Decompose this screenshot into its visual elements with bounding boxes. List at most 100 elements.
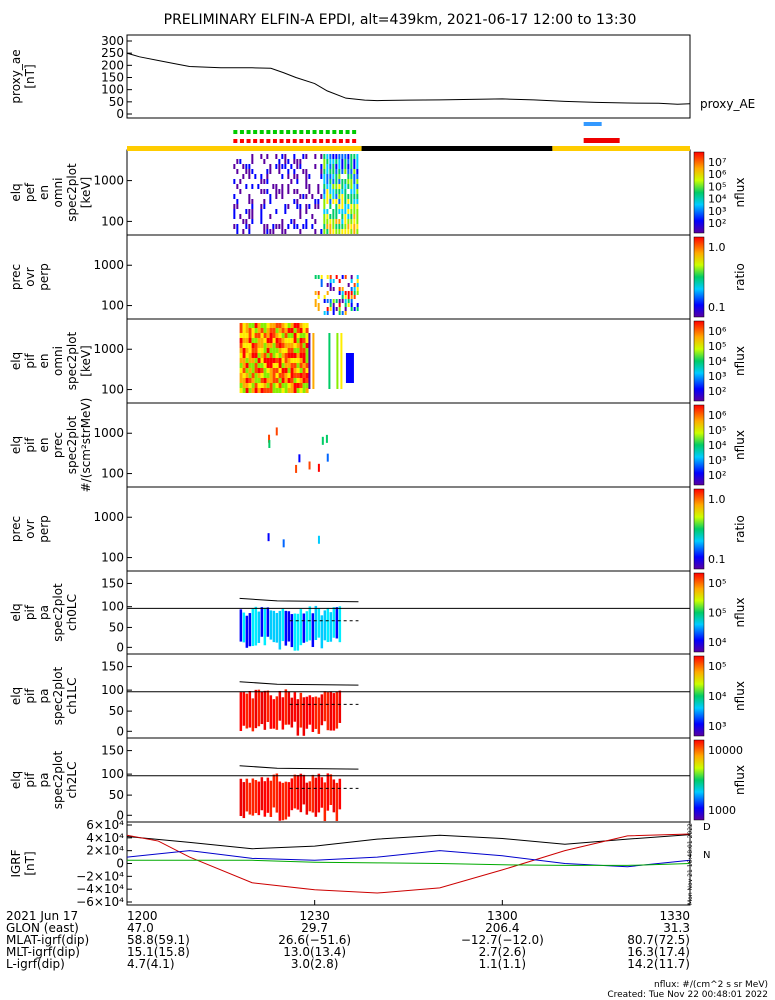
spec-cell: [332, 154, 335, 159]
colorbar-label: nflux: [733, 430, 747, 460]
spec-cell: [281, 782, 285, 821]
spec-cell: [350, 275, 353, 279]
spec-cell: [296, 333, 300, 338]
spec-cell: [266, 353, 270, 358]
spec-cell: [278, 610, 282, 650]
spectrogram-1: [233, 154, 359, 234]
spec-cell: [272, 323, 276, 328]
spec-cell: [338, 204, 341, 209]
spec-cell: [248, 383, 252, 388]
spec-cell: [242, 358, 246, 363]
spec-cell: [242, 348, 246, 353]
spec-cell: [257, 383, 261, 388]
spec-cell: [269, 383, 273, 388]
spec-cell: [278, 363, 282, 368]
spec-cell: [266, 383, 270, 388]
spec-cell: [317, 275, 320, 279]
spec-cell: [321, 436, 324, 445]
panel-frame-7: [126, 653, 691, 739]
spec-cell: [356, 291, 359, 295]
spec-cell: [317, 608, 321, 638]
spec-cell: [248, 229, 251, 234]
spec-cell: [332, 189, 335, 194]
spec-cell: [311, 224, 314, 229]
spec-cell: [326, 229, 329, 234]
spec-cell: [305, 169, 308, 174]
ytick-label: 0: [116, 808, 124, 822]
colorbar-tick: 10⁴: [708, 355, 727, 368]
spec-cell: [350, 174, 353, 179]
science-dot: [325, 139, 330, 143]
spec-cell: [278, 353, 282, 358]
spectrogram-8: [127, 765, 690, 822]
spec-cell: [236, 224, 239, 229]
spec-cell: [257, 689, 261, 727]
spec-cell: [260, 383, 264, 388]
spec-cell: [260, 607, 264, 637]
spec-cell: [302, 154, 305, 159]
spec-cell: [290, 343, 294, 348]
spec-cell: [242, 612, 246, 643]
spec-cell: [350, 303, 353, 307]
spec-cell: [245, 333, 249, 338]
colorbar-tick: 10³: [708, 205, 726, 218]
panel-frame-2: [126, 234, 691, 320]
spec-cell: [299, 323, 303, 328]
ytick-label: −2×10⁴: [76, 869, 124, 883]
panel-label: perp: [37, 515, 51, 543]
loss-cone-line: [239, 597, 359, 603]
spec-cell: [305, 358, 309, 363]
spec-cell: [293, 368, 297, 373]
spec-cell: [317, 295, 320, 299]
spec-cell: [263, 383, 267, 388]
spec-cell: [251, 219, 254, 224]
spec-cell: [275, 343, 279, 348]
spec-cell: [290, 338, 294, 343]
spec-cell: [296, 388, 300, 393]
spec-cell: [338, 154, 341, 159]
panel-frame-5: [126, 486, 691, 572]
spec-cell: [347, 209, 350, 214]
spec-cell: [257, 388, 261, 393]
spec-cell: [302, 224, 305, 229]
spec-cell: [320, 174, 323, 179]
spec-cell: [266, 690, 270, 722]
spec-cell: [272, 699, 276, 729]
spec-cell: [311, 214, 314, 219]
spec-cell: [293, 774, 297, 809]
spec-cell: [263, 690, 267, 730]
spec-cell: [269, 333, 273, 338]
spec-cell: [332, 169, 335, 174]
xaxis-value: 2.7(2.6): [479, 945, 527, 959]
colorbar-tick: 10⁵: [708, 424, 726, 437]
spec-cell: [325, 434, 328, 443]
spec-cell: [320, 615, 324, 649]
spec-cell: [293, 338, 297, 343]
spec-cell: [257, 378, 261, 383]
spec-cell: [335, 204, 338, 209]
spec-cell: [245, 343, 249, 348]
spec-cell: [338, 299, 341, 303]
spec-cell: [293, 692, 297, 722]
spec-cell: [239, 609, 243, 642]
loss-cone-line: [239, 681, 359, 686]
spec-cell: [356, 209, 359, 214]
spec-cell: [323, 295, 326, 299]
spec-cell: [284, 338, 288, 343]
spec-cell: [254, 383, 258, 388]
spec-cell: [278, 781, 282, 821]
spec-cell: [338, 229, 341, 234]
spec-cell: [302, 338, 306, 343]
spec-cell: [245, 383, 249, 388]
xaxis-value: 1.1(1.1): [479, 957, 527, 971]
spec-cell: [353, 154, 356, 159]
spec-cell: [287, 691, 291, 725]
spec-cell: [302, 328, 306, 333]
spec-cell: [305, 353, 309, 358]
spec-cell: [344, 214, 347, 219]
spec-cell: [323, 311, 326, 315]
spec-cell: [356, 169, 359, 174]
spec-cell: [332, 224, 335, 229]
panel-label: ch0LC: [65, 594, 79, 631]
